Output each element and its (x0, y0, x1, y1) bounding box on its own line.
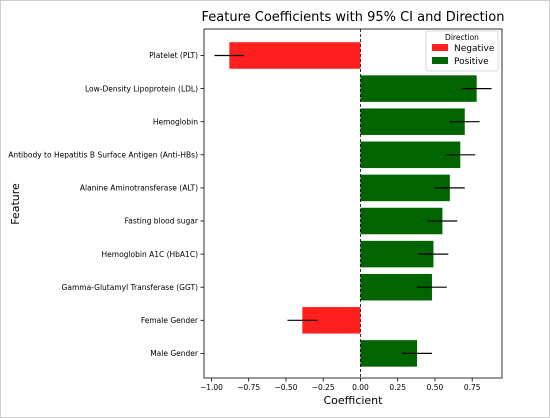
legend-title: Direction (445, 33, 479, 42)
y-tick-label: Male Gender (150, 349, 199, 358)
x-tick-label: 0.75 (464, 383, 481, 392)
y-axis-label: Feature (9, 183, 22, 225)
error-bars-layer (214, 54, 492, 354)
x-axis-label: Coefficient (324, 394, 384, 407)
y-tick-label: Antibody to Hepatitis B Surface Antigen … (8, 151, 198, 160)
x-tick-label: 0.00 (352, 383, 369, 392)
x-tick-label: 0.25 (389, 383, 406, 392)
x-tick-labels: −1.00 −0.75 −0.50 −0.25 0.00 0.25 0.50 0.75 (200, 378, 481, 392)
bars-layer (229, 42, 477, 367)
x-tick-label: −0.75 (237, 383, 260, 392)
x-tick-label: 0.50 (427, 383, 444, 392)
y-tick-label: Female Gender (141, 316, 199, 325)
y-tick-label: Fasting blood sugar (125, 217, 199, 226)
bar (360, 108, 465, 135)
y-tick-labels: Platelet (PLT) Low-Density Lipoprotein (L… (8, 51, 204, 358)
y-tick-label: Platelet (PLT) (149, 51, 198, 60)
y-tick-label: Gamma-Glutamyl Transferase (GGT) (62, 283, 199, 292)
x-tick-label: −1.00 (200, 383, 223, 392)
legend-label-negative: Negative (454, 44, 495, 54)
bar (360, 75, 477, 102)
legend-label-positive: Positive (454, 57, 489, 67)
legend-entries: Negative Positive (432, 44, 495, 67)
x-tick-label: −0.25 (312, 383, 335, 392)
x-tick-label: −0.50 (274, 383, 297, 392)
y-tick-label: Hemoglobin A1C (HbA1C) (102, 250, 199, 259)
legend: Direction Negative Positive (425, 30, 499, 72)
y-tick-label: Alanine Aminotransferase (ALT) (80, 184, 198, 193)
y-tick-label: Hemoglobin (153, 117, 198, 126)
bar (229, 42, 361, 69)
chart-title: Feature Coefficients with 95% CI and Dir… (202, 10, 505, 25)
bar (360, 141, 461, 169)
legend-swatch-positive (432, 57, 448, 64)
y-tick-label: Low-Density Lipoprotein (LDL) (85, 84, 198, 93)
legend-swatch-negative (432, 44, 448, 51)
